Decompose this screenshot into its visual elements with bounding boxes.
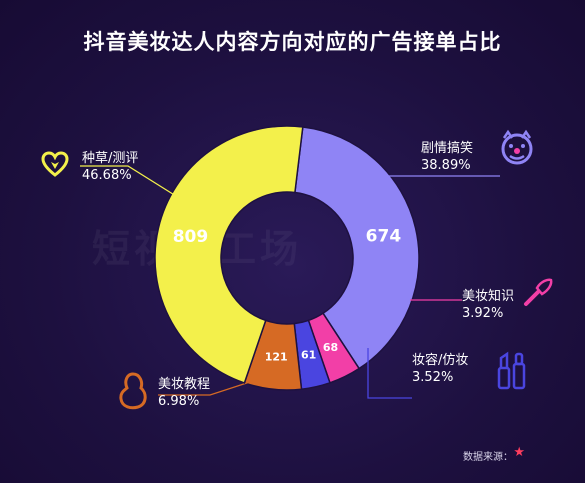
legend-label-2: 美妆知识 3.92% (462, 289, 515, 321)
clown-face-icon (501, 129, 533, 165)
heart-icon (41, 151, 69, 177)
makeup-brush-icon (524, 278, 553, 306)
value-label-0: 809 (173, 227, 209, 247)
lipstick-icon (497, 351, 526, 390)
value-label-3: 61 (301, 349, 316, 362)
value-label-4: 121 (265, 350, 288, 363)
callout-line-3 (367, 348, 412, 399)
legend-label-0: 种草/测评 46.68% (82, 151, 139, 183)
pie-slice-1 (294, 126, 420, 370)
chart-title: 抖音美妆达人内容方向对应的广告接单占比 (83, 30, 502, 54)
value-label-2: 68 (323, 341, 338, 354)
pie-slice-0 (154, 125, 304, 384)
legend-label-3: 妆容/仿妆 3.52% (412, 353, 469, 385)
sponge-icon (119, 372, 147, 410)
value-label-1: 674 (366, 227, 402, 247)
callout-line-4 (158, 379, 257, 396)
legend-label-4: 美妆教程 6.98% (158, 377, 211, 409)
legend-label-1: 剧情搞笑 38.89% (421, 141, 474, 173)
data-source-label: 数据来源： (463, 452, 513, 463)
callout-line-0 (80, 165, 177, 197)
brand-star-icon: ★ (513, 445, 525, 460)
